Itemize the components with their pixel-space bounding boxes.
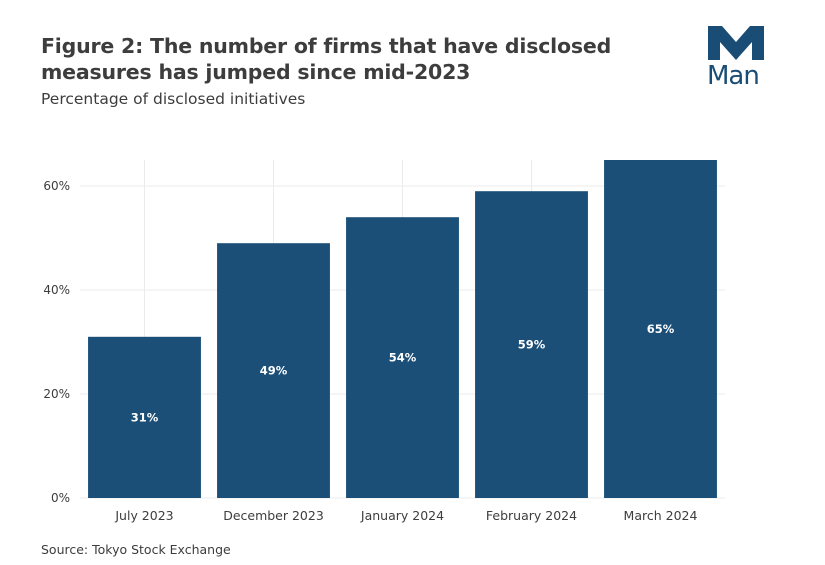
x-tick-label: March 2024 [624,508,698,523]
chart-title: Figure 2: The number of firms that have … [41,34,612,84]
y-tick-label: 0% [51,491,70,505]
data-label: 49% [260,364,288,378]
logo-wordmark: Man [707,61,760,91]
x-tick-label: July 2023 [114,508,173,523]
source-note: Source: Tokyo Stock Exchange [41,542,231,557]
data-label: 59% [518,338,546,352]
bar [475,191,588,498]
data-label: 54% [389,351,417,365]
x-tick-label: December 2023 [223,508,324,523]
x-tick-label: February 2024 [486,508,577,523]
bar [346,217,459,498]
y-tick-label: 40% [43,283,70,297]
data-label: 31% [131,410,159,424]
man-logo-icon [708,26,764,60]
bar [604,160,717,498]
bar [217,243,330,498]
data-label: 65% [647,322,675,336]
chart-subtitle: Percentage of disclosed initiatives [41,90,306,108]
y-tick-label: 20% [43,387,70,401]
bar [88,336,201,498]
x-tick-label: January 2024 [360,508,444,523]
y-tick-label: 60% [43,179,70,193]
